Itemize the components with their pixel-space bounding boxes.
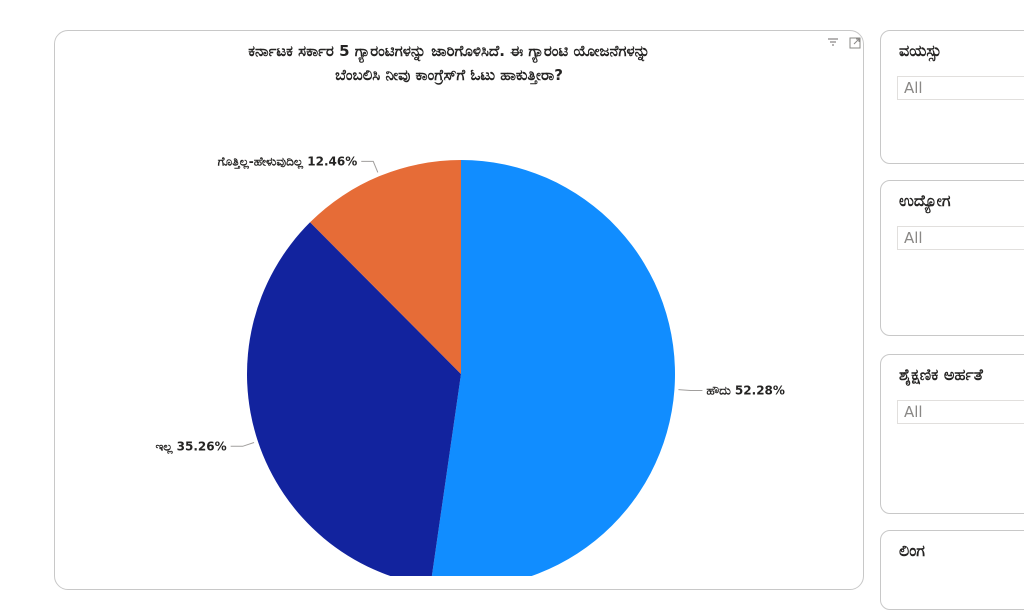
- slicer-occupation-title: ಉದ್ಯೋಗ: [899, 191, 951, 210]
- chart-title-line-2: ಬೆಂಬಲಿಸಿ ನೀವು ಕಾಂಗ್ರೆಸ್‌ಗೆ ಓಟು ಹಾಕುತ್ತೀರ…: [335, 66, 563, 84]
- filter-icon[interactable]: [827, 37, 839, 49]
- slicer-education-dropdown[interactable]: All: [897, 400, 1024, 424]
- data-label-yes: ಹೌದು 52.28%: [706, 383, 785, 397]
- chart-title: ಕರ್ನಾಟಕ ಸರ್ಕಾರ 5 ಗ್ಯಾರಂಟಿಗಳನ್ನು ಜಾರಿಗೊಳಿ…: [79, 39, 819, 87]
- slicer-gender[interactable]: ಲಿಂಗ: [880, 530, 1024, 610]
- slicer-education[interactable]: ಶೈಕ್ಷಣಿಕ ಅರ್ಹತೆ All: [880, 354, 1024, 514]
- data-label-no: ಇಲ್ಲ 35.26%: [155, 439, 226, 455]
- pie-slice-dont-know[interactable]: [310, 160, 461, 374]
- slicer-occupation-dropdown[interactable]: All: [897, 226, 1024, 250]
- slicer-occupation[interactable]: ಉದ್ಯೋಗ All: [880, 180, 1024, 336]
- focus-mode-icon[interactable]: [849, 37, 861, 49]
- leader-line-dont-know: [361, 160, 379, 173]
- pie-slice-no[interactable]: [247, 222, 461, 576]
- pie-chart-svg: ಹೌದು 52.28% ಇಲ್ಲ 35.26% ಗೊತ್ತಿಲ್ಲ-ಹೇಳುವುದಿ…: [155, 154, 785, 576]
- leader-line-yes: [678, 389, 703, 391]
- slicer-gender-title: ಲಿಂಗ: [899, 541, 925, 560]
- slicer-age[interactable]: ವಯಸ್ಸು All: [880, 30, 1024, 164]
- slicer-age-title: ವಯಸ್ಸು: [899, 41, 942, 60]
- data-label-dont-know: ಗೊತ್ತಿಲ್ಲ-ಹೇಳುವುದಿಲ್ಲ 12.46%: [218, 154, 358, 170]
- slicer-age-dropdown[interactable]: All: [897, 76, 1024, 100]
- leader-line-no: [230, 442, 255, 447]
- pie-slice-yes[interactable]: [430, 160, 675, 576]
- slicer-education-title: ಶೈಕ್ಷಣಿಕ ಅರ್ಹತೆ: [899, 365, 983, 384]
- visual-header-icons: [827, 37, 861, 49]
- chart-title-line-1: ಕರ್ನಾಟಕ ಸರ್ಕಾರ 5 ಗ್ಯಾರಂಟಿಗಳನ್ನು ಜಾರಿಗೊಳಿ…: [248, 42, 650, 60]
